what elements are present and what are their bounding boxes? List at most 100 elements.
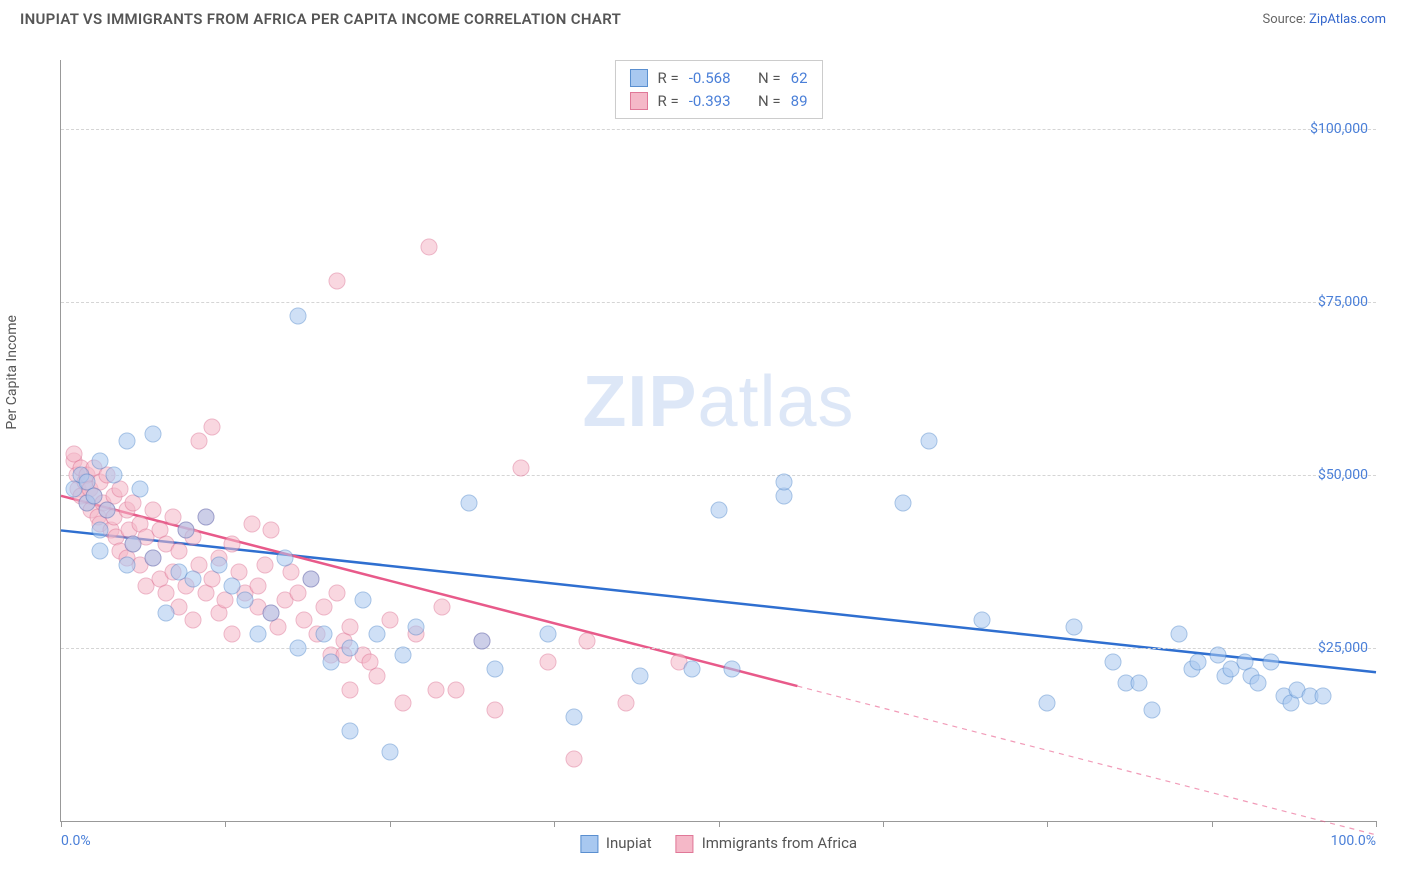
data-point xyxy=(894,494,911,511)
stats-row-africa: R = -0.393 N = 89 xyxy=(629,90,807,113)
data-point xyxy=(296,612,313,629)
data-point xyxy=(184,612,201,629)
data-point xyxy=(329,584,346,601)
data-point xyxy=(263,605,280,622)
data-point xyxy=(368,626,385,643)
data-point xyxy=(210,557,227,574)
data-point xyxy=(125,536,142,553)
data-point xyxy=(1105,653,1122,670)
r-value-inupiat: -0.568 xyxy=(689,67,731,90)
data-point xyxy=(1315,688,1332,705)
data-point xyxy=(197,508,214,525)
y-tick-label: $25,000 xyxy=(1318,640,1368,656)
data-point xyxy=(1190,653,1207,670)
data-point xyxy=(434,598,451,615)
data-point xyxy=(447,681,464,698)
watermark-atlas: atlas xyxy=(697,362,854,442)
swatch-africa xyxy=(629,92,647,110)
data-point xyxy=(263,522,280,539)
data-point xyxy=(513,460,530,477)
data-point xyxy=(316,598,333,615)
data-point xyxy=(316,626,333,643)
data-point xyxy=(421,238,438,255)
data-point xyxy=(579,633,596,650)
data-point xyxy=(355,591,372,608)
data-point xyxy=(289,307,306,324)
data-point xyxy=(289,640,306,657)
data-point xyxy=(164,508,181,525)
data-point xyxy=(184,570,201,587)
data-point xyxy=(342,640,359,657)
data-point xyxy=(329,273,346,290)
data-point xyxy=(105,467,122,484)
data-point xyxy=(486,660,503,677)
trend-lines xyxy=(61,60,1376,821)
x-tick xyxy=(390,821,391,827)
y-axis-label: Per Capita Income xyxy=(4,315,20,430)
data-point xyxy=(118,432,135,449)
data-point xyxy=(368,667,385,684)
x-tick-label: 0.0% xyxy=(61,833,91,849)
r-label: R = xyxy=(657,67,678,90)
data-point xyxy=(776,474,793,491)
x-tick xyxy=(61,821,62,827)
chart-title: INUPIAT VS IMMIGRANTS FROM AFRICA PER CA… xyxy=(20,10,621,28)
x-tick xyxy=(1376,821,1377,827)
data-point xyxy=(118,557,135,574)
y-tick-label: $50,000 xyxy=(1318,467,1368,483)
watermark-zip: ZIP xyxy=(582,362,697,442)
x-tick xyxy=(1047,821,1048,827)
legend-label-inupiat: Inupiat xyxy=(606,834,652,852)
swatch-inupiat xyxy=(629,69,647,87)
chart-header: INUPIAT VS IMMIGRANTS FROM AFRICA PER CA… xyxy=(0,0,1406,36)
data-point xyxy=(565,750,582,767)
data-point xyxy=(85,487,102,504)
gridline xyxy=(61,302,1376,303)
data-point xyxy=(250,577,267,594)
y-tick-label: $100,000 xyxy=(1310,121,1368,137)
swatch-africa-icon xyxy=(676,835,694,853)
data-point xyxy=(145,550,162,567)
data-point xyxy=(342,681,359,698)
data-point xyxy=(177,522,194,539)
source-credit: Source: ZipAtlas.com xyxy=(1262,12,1386,27)
gridline xyxy=(61,648,1376,649)
data-point xyxy=(256,557,273,574)
data-point xyxy=(973,612,990,629)
x-tick xyxy=(1212,821,1213,827)
data-point xyxy=(145,501,162,518)
plot-area: ZIPatlas R = -0.568 N = 62 R = -0.393 N … xyxy=(60,60,1376,822)
x-tick-label: 100.0% xyxy=(1331,833,1376,849)
data-point xyxy=(1065,619,1082,636)
y-tick-label: $75,000 xyxy=(1318,294,1368,310)
data-point xyxy=(223,577,240,594)
data-point xyxy=(539,653,556,670)
legend-label-africa: Immigrants from Africa xyxy=(702,834,857,852)
data-point xyxy=(131,480,148,497)
data-point xyxy=(1262,653,1279,670)
source-link[interactable]: ZipAtlas.com xyxy=(1309,12,1386,27)
data-point xyxy=(92,522,109,539)
data-point xyxy=(99,501,116,518)
data-point xyxy=(486,702,503,719)
data-point xyxy=(473,633,490,650)
data-point xyxy=(631,667,648,684)
swatch-inupiat-icon xyxy=(580,835,598,853)
data-point xyxy=(92,543,109,560)
bottom-legend: Inupiat Immigrants from Africa xyxy=(580,834,857,853)
data-point xyxy=(145,425,162,442)
data-point xyxy=(920,432,937,449)
n-value-africa: 89 xyxy=(791,90,808,113)
gridline xyxy=(61,475,1376,476)
data-point xyxy=(204,418,221,435)
data-point xyxy=(618,695,635,712)
stats-legend-box: R = -0.568 N = 62 R = -0.393 N = 89 xyxy=(614,60,822,119)
data-point xyxy=(1210,646,1227,663)
legend-item-africa: Immigrants from Africa xyxy=(676,834,857,853)
x-tick xyxy=(554,821,555,827)
data-point xyxy=(276,550,293,567)
data-point xyxy=(539,626,556,643)
data-point xyxy=(723,660,740,677)
data-point xyxy=(1249,674,1266,691)
n-label: N = xyxy=(758,67,781,90)
